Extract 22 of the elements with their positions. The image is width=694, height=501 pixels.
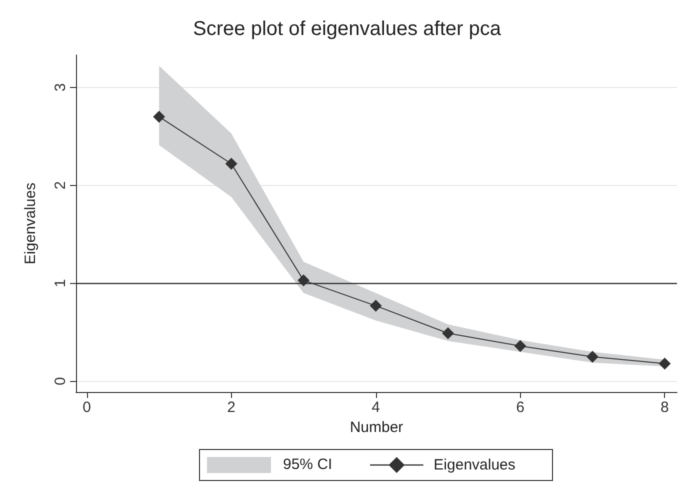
y-axis-title: Eigenvalues bbox=[22, 182, 39, 264]
text: 95% CI bbox=[283, 455, 332, 475]
point bbox=[153, 110, 166, 123]
y-tick-label: 2 bbox=[52, 181, 69, 190]
y-tick-label: 1 bbox=[52, 279, 69, 288]
x-tick-label: 2 bbox=[227, 399, 236, 416]
x-axis-title: Number bbox=[350, 418, 404, 436]
point bbox=[370, 300, 382, 312]
x-tick-label: 8 bbox=[660, 399, 669, 416]
y-tick-label: 0 bbox=[52, 377, 69, 386]
chart-title: Scree plot of eigenvalues after pca bbox=[193, 18, 502, 40]
point bbox=[225, 158, 238, 170]
point bbox=[586, 350, 598, 363]
point bbox=[658, 358, 671, 370]
x-tick-label: 4 bbox=[372, 399, 380, 416]
x-tick-label: 0 bbox=[82, 399, 92, 416]
x-tick-label: 6 bbox=[516, 399, 524, 416]
point bbox=[298, 274, 310, 286]
point bbox=[442, 327, 454, 340]
legend-label: Eigenvalues bbox=[434, 456, 516, 474]
point bbox=[514, 340, 526, 352]
y-tick-label: 3 bbox=[52, 83, 69, 92]
